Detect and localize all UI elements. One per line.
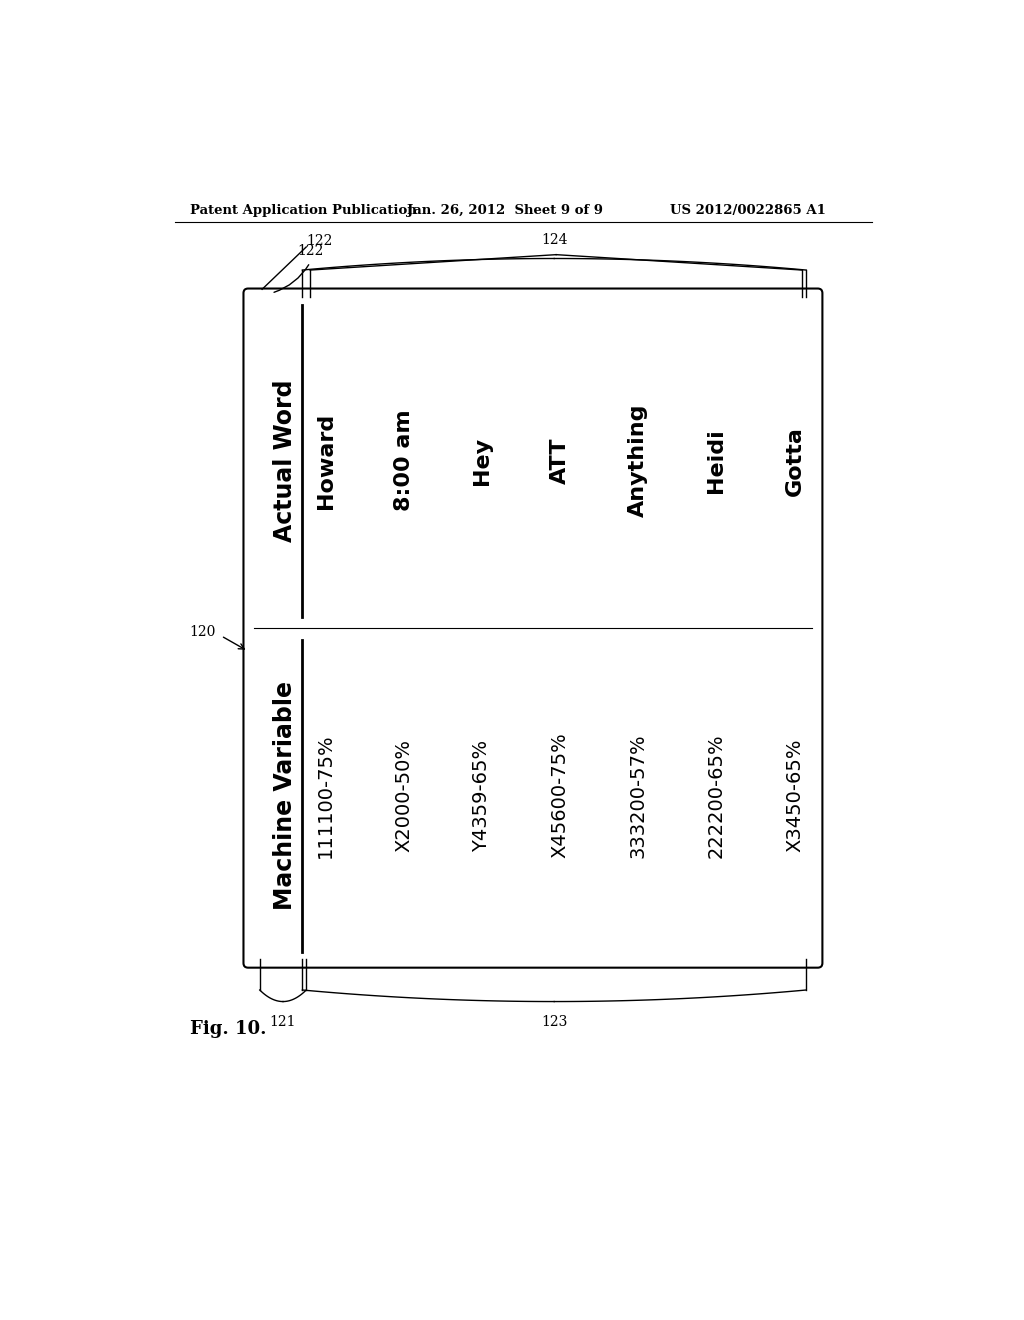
Text: 222200-65%: 222200-65% bbox=[707, 734, 726, 858]
Text: Howard: Howard bbox=[315, 412, 336, 508]
Text: Heidi: Heidi bbox=[707, 428, 726, 492]
Text: Actual Word: Actual Word bbox=[273, 379, 297, 543]
Text: 123: 123 bbox=[541, 1015, 567, 1030]
Text: 333200-57%: 333200-57% bbox=[629, 734, 648, 858]
Text: 120: 120 bbox=[189, 624, 216, 639]
Text: Jan. 26, 2012  Sheet 9 of 9: Jan. 26, 2012 Sheet 9 of 9 bbox=[407, 205, 603, 218]
Text: Fig. 10.: Fig. 10. bbox=[190, 1019, 266, 1038]
Text: X2000-50%: X2000-50% bbox=[394, 739, 414, 853]
Text: Y4359-65%: Y4359-65% bbox=[472, 739, 492, 851]
Text: Machine Variable: Machine Variable bbox=[273, 681, 297, 909]
Text: X3450-65%: X3450-65% bbox=[785, 739, 804, 853]
Text: 111100-75%: 111100-75% bbox=[316, 734, 335, 858]
Text: Hey: Hey bbox=[472, 437, 492, 484]
Text: Gotta: Gotta bbox=[784, 425, 805, 495]
Text: 122: 122 bbox=[297, 244, 324, 257]
Text: Anything: Anything bbox=[628, 404, 648, 517]
Text: 122: 122 bbox=[306, 234, 333, 248]
Text: US 2012/0022865 A1: US 2012/0022865 A1 bbox=[671, 205, 826, 218]
FancyBboxPatch shape bbox=[244, 289, 822, 968]
Text: Patent Application Publication: Patent Application Publication bbox=[190, 205, 417, 218]
Text: 124: 124 bbox=[541, 232, 567, 247]
Text: 121: 121 bbox=[269, 1015, 296, 1030]
Text: X45600-75%: X45600-75% bbox=[551, 733, 569, 858]
Text: 8:00 am: 8:00 am bbox=[394, 409, 414, 511]
Text: ATT: ATT bbox=[550, 437, 570, 484]
